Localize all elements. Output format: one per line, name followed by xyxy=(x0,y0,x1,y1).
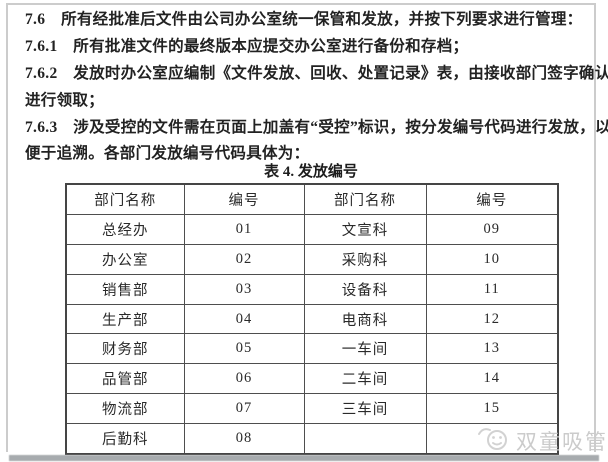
table-cell-dept: 生产部 xyxy=(65,303,185,335)
table-cell-dept: 财务部 xyxy=(65,333,185,365)
table-cell-dept xyxy=(303,423,427,455)
paragraph-block: 7.6 所有经批准后文件由公司办公室统一保管和发放，并按下列要求进行管理： 7.… xyxy=(25,7,608,168)
table-cell-code: 15 xyxy=(425,393,559,425)
header-dept-name-2: 部门名称 xyxy=(303,183,427,215)
paragraph-line-7-6-2-cont: 进行领取； xyxy=(25,91,105,109)
table-row: 生产部 04 电商科 12 xyxy=(65,303,559,335)
table-cell-code: 08 xyxy=(183,423,305,455)
table-cell-dept: 销售部 xyxy=(65,273,185,305)
page-bottom-edge xyxy=(9,455,599,461)
table-row: 办公室 02 采购科 10 xyxy=(65,243,559,275)
table-header-row: 部门名称 编号 部门名称 编号 xyxy=(65,183,559,215)
table-cell-code: 05 xyxy=(183,333,305,365)
table-cell-dept: 采购科 xyxy=(303,243,427,275)
table-cell-code xyxy=(425,423,559,455)
table-cell-code: 14 xyxy=(425,363,559,395)
header-dept-name-1: 部门名称 xyxy=(65,183,185,215)
table-cell-dept: 三车间 xyxy=(303,393,427,425)
paragraph-line-7-6-3-cont: 便于追溯。各部门发放编号代码具体为： xyxy=(25,145,310,163)
table-cell-dept: 后勤科 xyxy=(65,423,185,455)
table-cell-dept: 设备科 xyxy=(303,273,427,305)
table-cell-code: 07 xyxy=(183,393,305,425)
paragraph-line-7-6-3: 7.6.3 涉及受控的文件需在页面上加盖有“受控”标识，按分发编号代码进行发放，… xyxy=(25,118,608,136)
table-cell-code: 13 xyxy=(425,333,559,365)
table-cell-dept: 总经办 xyxy=(65,213,185,245)
header-number-1: 编号 xyxy=(183,183,305,215)
paragraph-line-7-6-1: 7.6.1 所有批准文件的最终版本应提交办公室进行备份和存档； xyxy=(25,37,469,55)
table-cell-dept: 一车间 xyxy=(303,333,427,365)
table-cell-dept: 物流部 xyxy=(65,393,185,425)
paragraph-line-7-6: 7.6 所有经批准后文件由公司办公室统一保管和发放，并按下列要求进行管理： xyxy=(25,11,583,28)
table-cell-dept: 二车间 xyxy=(303,363,427,395)
table-cell-code: 03 xyxy=(183,273,305,305)
table-cell-dept: 品管部 xyxy=(65,363,185,395)
table-cell-dept: 文宣科 xyxy=(303,213,427,245)
table-row: 销售部 03 设备科 11 xyxy=(65,273,559,305)
distribution-number-table: 部门名称 编号 部门名称 编号 总经办 01 文宣科 09 办公室 02 采购科… xyxy=(65,183,559,456)
table-cell-code: 09 xyxy=(425,213,559,245)
table-row: 品管部 06 二车间 14 xyxy=(65,363,559,395)
table-row: 财务部 05 一车间 13 xyxy=(65,333,559,365)
table-caption: 表 4. 发放编号 xyxy=(264,164,358,180)
table-row: 后勤科 08 xyxy=(65,423,559,455)
header-number-2: 编号 xyxy=(425,183,559,215)
table-row: 物流部 07 三车间 15 xyxy=(65,393,559,425)
table-cell-code: 10 xyxy=(425,243,559,275)
paragraph-line-7-6-2: 7.6.2 发放时办公室应编制《文件发放、回收、处置记录》表，由接收部门签字确认… xyxy=(25,64,608,82)
table-cell-code: 06 xyxy=(183,363,305,395)
table-cell-code: 11 xyxy=(425,273,559,305)
table-cell-dept: 办公室 xyxy=(65,243,185,275)
table-cell-dept: 电商科 xyxy=(303,303,427,335)
table-cell-code: 02 xyxy=(183,243,305,275)
table-cell-code: 01 xyxy=(183,213,305,245)
table-row: 总经办 01 文宣科 09 xyxy=(65,213,559,245)
table-cell-code: 04 xyxy=(183,303,305,335)
table-cell-code: 12 xyxy=(425,303,559,335)
